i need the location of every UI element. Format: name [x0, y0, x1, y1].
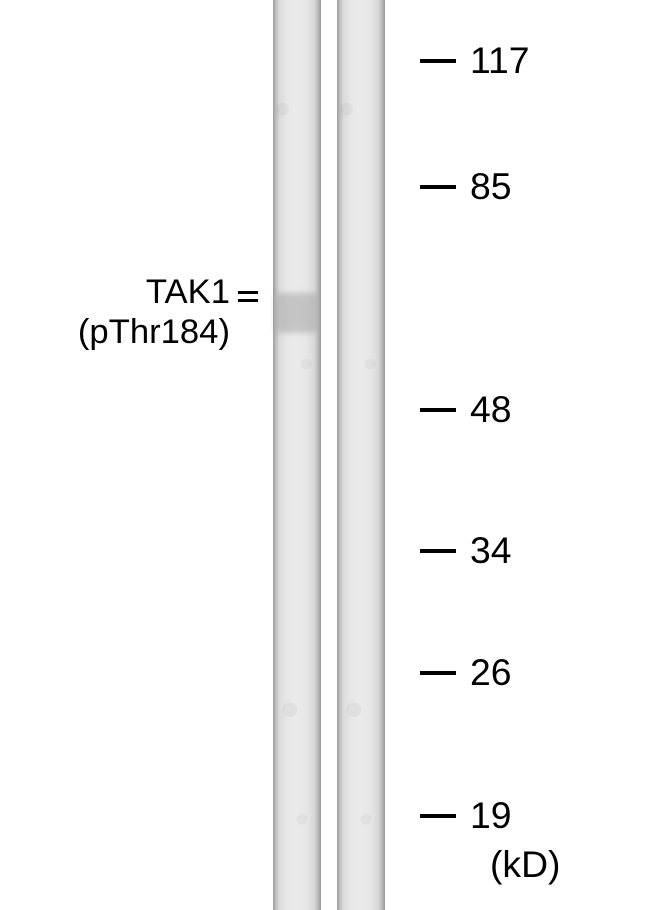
protein-label-tick	[238, 291, 258, 303]
marker-value: 34	[470, 529, 512, 572]
protein-label: TAK1 (pThr184)	[20, 273, 230, 353]
mw-marker-34: 34	[420, 529, 512, 572]
figure-container: TAK1 (pThr184) 117 85 48 34 26 19 (kD)	[0, 0, 650, 910]
marker-tick	[420, 408, 456, 412]
mw-marker-48: 48	[420, 388, 512, 431]
protein-name: TAK1	[20, 273, 230, 313]
marker-value: 85	[470, 165, 512, 208]
blot-area	[273, 0, 385, 910]
mw-marker-117: 117	[420, 39, 530, 82]
mw-marker-85: 85	[420, 165, 512, 208]
lane-2	[337, 0, 385, 910]
mw-marker-26: 26	[420, 651, 512, 694]
marker-value: 19	[470, 794, 512, 837]
marker-tick	[420, 671, 456, 675]
lane-1	[273, 0, 321, 910]
marker-value: 117	[470, 39, 530, 82]
unit-label: (kD)	[490, 843, 560, 886]
marker-tick	[420, 814, 456, 818]
protein-site: (pThr184)	[20, 313, 230, 353]
marker-tick	[420, 185, 456, 189]
protein-band	[275, 293, 319, 333]
lane-gap	[321, 0, 337, 910]
marker-tick	[420, 549, 456, 553]
marker-value: 26	[470, 651, 512, 694]
marker-tick	[420, 59, 456, 63]
marker-value: 48	[470, 388, 512, 431]
mw-marker-19: 19	[420, 794, 512, 837]
